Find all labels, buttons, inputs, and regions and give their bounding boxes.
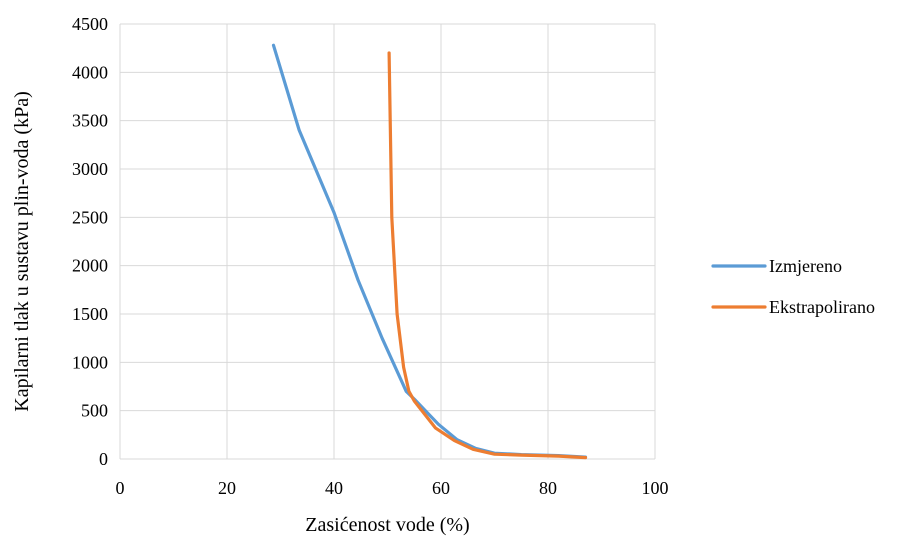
axes-layer: 0 500 1000 1500 2000 2500 3000 3500 4000 4500 0 20 4… (72, 14, 669, 498)
y-tick-label: 2500 (72, 207, 108, 227)
grid-layer (119, 23, 656, 460)
y-tick-label: 4500 (72, 14, 108, 34)
y-tick-label: 4000 (72, 62, 108, 82)
legend-label: Ekstrapolirano (769, 297, 875, 317)
legend-item: Izmjereno (711, 256, 842, 276)
legend: Izmjereno Ekstrapolirano (711, 256, 875, 317)
series-line-ekstrapolirano (387, 51, 588, 460)
x-axis-title: Zasićenost vode (%) (305, 514, 469, 536)
legend-label: Izmjereno (769, 256, 842, 276)
series-line-izmjereno (271, 43, 588, 459)
x-tick-label: 100 (642, 478, 669, 498)
y-tick-label: 1000 (72, 352, 108, 372)
x-tick-label: 80 (539, 478, 557, 498)
x-tick-label: 0 (116, 478, 125, 498)
y-axis-title: Kapilarni tlak u sustavu plin-voda (kPa) (11, 91, 33, 412)
y-tick-label: 0 (99, 449, 108, 469)
y-tick-label: 1500 (72, 304, 108, 324)
x-tick-label: 40 (325, 478, 343, 498)
series-layer (271, 43, 588, 460)
y-tick-label: 3500 (72, 111, 108, 131)
y-tick-label: 500 (81, 401, 108, 421)
x-tick-label: 20 (218, 478, 236, 498)
legend-item: Ekstrapolirano (711, 297, 875, 317)
y-tick-label: 2000 (72, 256, 108, 276)
y-tick-label: 3000 (72, 159, 108, 179)
x-tick-label: 60 (432, 478, 450, 498)
